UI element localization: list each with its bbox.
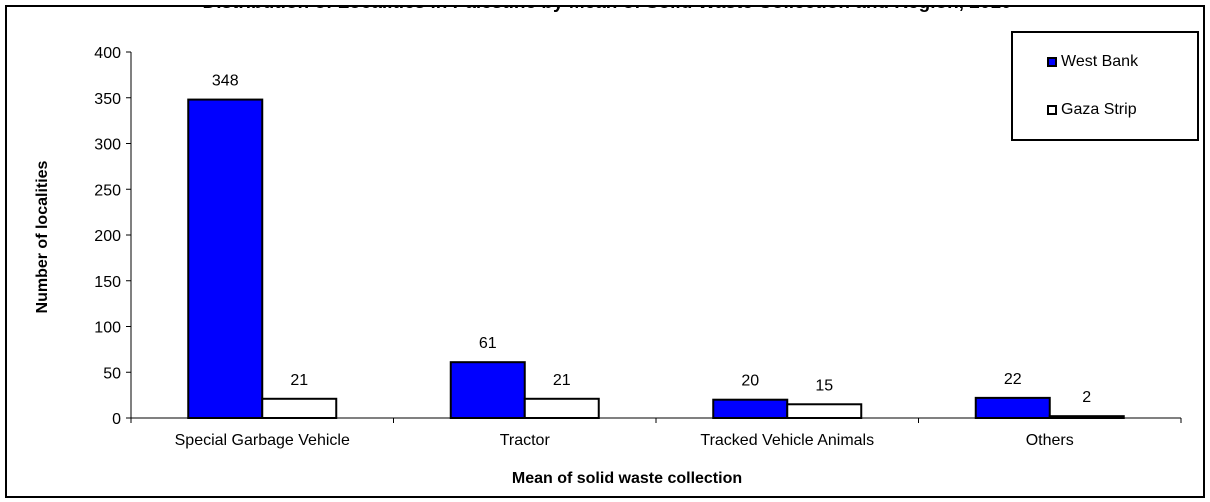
- bar-west-bank: [974, 396, 1051, 419]
- data-label-west-bank: 20: [741, 373, 759, 390]
- legend-label-west-bank: West Bank: [1061, 53, 1139, 70]
- y-tick-label: 200: [94, 228, 121, 245]
- bar-gaza-strip: [523, 397, 600, 420]
- legend-item-west-bank: West Bank: [1047, 53, 1138, 71]
- legend: West Bank Gaza Strip: [1011, 31, 1199, 141]
- legend-label-gaza-strip: Gaza Strip: [1061, 101, 1137, 118]
- x-category-label: Special Garbage Vehicle: [175, 432, 350, 449]
- legend-swatch-gaza-strip: [1047, 105, 1057, 115]
- bar-west-bank: [449, 361, 526, 419]
- bar-gaza-strip: [1048, 415, 1125, 420]
- data-label-west-bank: 22: [1004, 371, 1022, 388]
- data-label-gaza-strip: 2: [1082, 389, 1091, 406]
- y-tick-label: 300: [94, 137, 121, 154]
- x-category-label: Tractor: [500, 432, 551, 449]
- chart-title: Distribution of Localities in Palestine …: [7, 7, 1203, 14]
- data-label-gaza-strip: 21: [553, 372, 571, 389]
- y-tick-label: 150: [94, 274, 121, 291]
- y-tick-label: 350: [94, 91, 121, 108]
- y-tick-label: 100: [94, 320, 121, 337]
- y-axis-title: Number of localities: [34, 160, 51, 314]
- data-label-gaza-strip: 21: [290, 372, 308, 389]
- bar-gaza-strip: [786, 403, 863, 419]
- bar-west-bank: [187, 98, 264, 420]
- bar-gaza-strip: [261, 397, 338, 420]
- data-label-west-bank: 61: [479, 335, 497, 352]
- legend-swatch-west-bank: [1047, 57, 1057, 67]
- bar-west-bank: [712, 398, 789, 420]
- x-axis-title: Mean of solid waste collection: [511, 470, 743, 487]
- y-tick-label: 50: [103, 365, 121, 382]
- y-tick-label: 250: [94, 182, 121, 199]
- data-label-gaza-strip: 15: [815, 377, 833, 394]
- y-tick-label: 0: [112, 411, 121, 428]
- data-label-west-bank: 348: [212, 73, 239, 90]
- legend-item-gaza-strip: Gaza Strip: [1047, 101, 1137, 119]
- x-category-label: Tracked Vehicle Animals: [700, 432, 874, 449]
- y-tick-label: 400: [94, 45, 121, 62]
- x-category-label: Others: [1026, 432, 1074, 449]
- chart-frame: Distribution of Localities in Palestine …: [5, 5, 1205, 498]
